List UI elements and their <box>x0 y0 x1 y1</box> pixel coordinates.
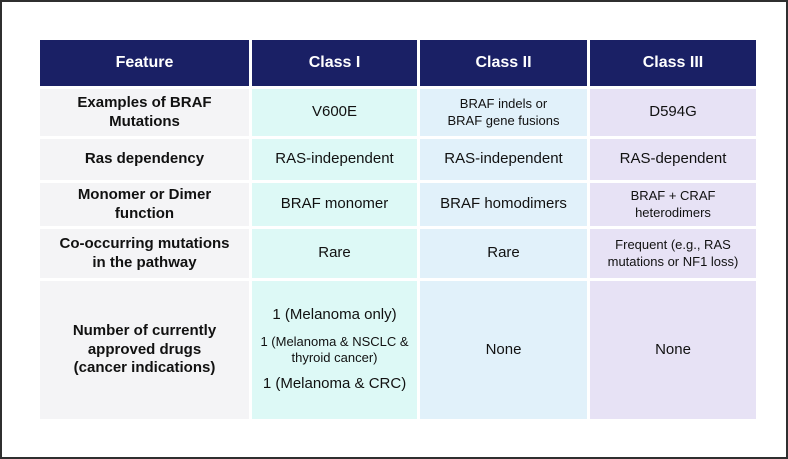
row-ras-dependency-class2: RAS-independent <box>420 139 587 180</box>
braf-classes-table: Feature Class I Class II Class III Examp… <box>40 40 756 419</box>
row-examples-class2: BRAF indels or BRAF gene fusions <box>420 89 587 136</box>
row-ras-dependency-feature: Ras dependency <box>40 139 249 180</box>
row-cooccurring-class3: Frequent (e.g., RAS mutations or NF1 los… <box>590 229 756 278</box>
header-class1: Class I <box>252 40 417 86</box>
row-cooccurring-class1: Rare <box>252 229 417 278</box>
row-examples-class3: D594G <box>590 89 756 136</box>
row-examples-class1: V600E <box>252 89 417 136</box>
row-monomer-dimer-class2: BRAF homodimers <box>420 183 587 226</box>
row-monomer-dimer-class3: BRAF + CRAF heterodimers <box>590 183 756 226</box>
row-cooccurring-feature: Co-occurring mutations in the pathway <box>40 229 249 278</box>
header-class2: Class II <box>420 40 587 86</box>
header-feature: Feature <box>40 40 249 86</box>
header-class3: Class III <box>590 40 756 86</box>
row-examples-feature: Examples of BRAF Mutations <box>40 89 249 136</box>
row-ras-dependency-class1: RAS-independent <box>252 139 417 180</box>
row-cooccurring-class2: Rare <box>420 229 587 278</box>
row-ras-dependency-class3: RAS-dependent <box>590 139 756 180</box>
row-approved-drugs-feature: Number of currently approved drugs (canc… <box>40 281 249 419</box>
row-approved-drugs-class2: None <box>420 281 587 419</box>
row-monomer-dimer-class1: BRAF monomer <box>252 183 417 226</box>
drug-line-melanoma-nsclc-thyroid: 1 (Melanoma & NSCLC & thyroid cancer) <box>260 333 409 365</box>
row-approved-drugs-class1: 1 (Melanoma only) 1 (Melanoma & NSCLC & … <box>252 281 417 419</box>
row-approved-drugs-class3: None <box>590 281 756 419</box>
drug-line-melanoma-crc: 1 (Melanoma & CRC) <box>262 375 407 393</box>
drug-line-melanoma-only: 1 (Melanoma only) <box>272 306 397 323</box>
row-monomer-dimer-feature: Monomer or Dimer function <box>40 183 249 226</box>
